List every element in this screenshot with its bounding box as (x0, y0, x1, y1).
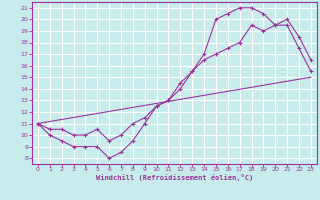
X-axis label: Windchill (Refroidissement éolien,°C): Windchill (Refroidissement éolien,°C) (96, 174, 253, 181)
